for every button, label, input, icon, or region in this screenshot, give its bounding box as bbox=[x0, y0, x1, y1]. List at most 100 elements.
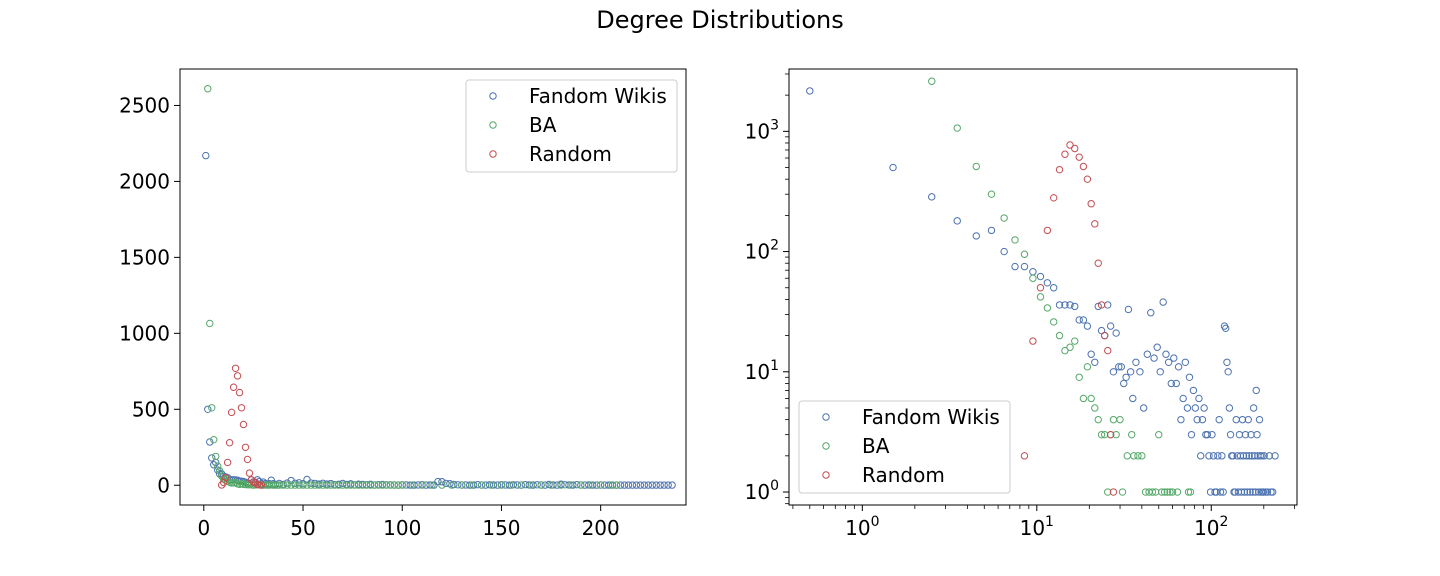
data-point bbox=[972, 232, 980, 240]
data-point bbox=[283, 481, 291, 489]
data-point bbox=[1043, 304, 1052, 312]
data-point bbox=[1147, 309, 1155, 317]
data-point bbox=[335, 481, 343, 489]
legend-label: BA bbox=[862, 434, 890, 458]
data-point bbox=[354, 481, 363, 489]
data-point bbox=[1237, 488, 1246, 496]
data-point bbox=[1206, 488, 1215, 496]
data-point bbox=[1249, 488, 1257, 496]
data-point bbox=[283, 479, 291, 487]
data-point bbox=[1126, 368, 1135, 376]
data-point bbox=[279, 481, 287, 489]
series-ba bbox=[204, 85, 621, 489]
data-point bbox=[1061, 150, 1069, 158]
data-point bbox=[374, 481, 383, 489]
data-point bbox=[1029, 274, 1037, 282]
data-point bbox=[1163, 488, 1172, 496]
data-point bbox=[466, 481, 474, 489]
legend-marker bbox=[822, 413, 830, 421]
y-tick-label: 0 bbox=[157, 473, 170, 497]
legend-label: Random bbox=[529, 142, 612, 166]
data-point bbox=[1246, 488, 1254, 496]
data-point bbox=[1109, 368, 1118, 376]
data-point bbox=[428, 481, 436, 489]
data-point bbox=[1225, 404, 1234, 412]
data-point bbox=[1209, 452, 1218, 460]
data-point bbox=[640, 481, 649, 489]
data-point bbox=[652, 481, 660, 489]
data-point bbox=[287, 481, 295, 489]
data-point bbox=[928, 193, 936, 201]
data-point bbox=[1168, 488, 1177, 496]
data-point bbox=[1020, 452, 1029, 460]
data-point bbox=[1191, 404, 1200, 412]
data-point bbox=[1269, 488, 1277, 496]
data-point bbox=[1223, 358, 1231, 366]
data-point bbox=[1043, 226, 1052, 235]
y-tick-label: 101 bbox=[745, 358, 779, 384]
data-point bbox=[319, 481, 327, 489]
data-point bbox=[1104, 488, 1112, 496]
data-point bbox=[1029, 337, 1037, 345]
legend-marker bbox=[822, 442, 830, 450]
data-point bbox=[212, 452, 220, 461]
data-point bbox=[636, 481, 645, 489]
data-point bbox=[204, 85, 212, 93]
data-point bbox=[1252, 386, 1260, 395]
legend-label: Random bbox=[862, 463, 945, 487]
data-point bbox=[1193, 415, 1201, 424]
data-point bbox=[1195, 394, 1203, 403]
data-point bbox=[1094, 302, 1102, 311]
data-point bbox=[390, 481, 399, 489]
data-point bbox=[660, 481, 668, 489]
data-point bbox=[410, 481, 418, 489]
data-point bbox=[241, 443, 250, 451]
data-point bbox=[307, 479, 315, 487]
data-point bbox=[928, 77, 936, 85]
data-point bbox=[1011, 236, 1019, 244]
data-point bbox=[1253, 430, 1261, 439]
data-point bbox=[295, 481, 303, 489]
data-point bbox=[1255, 488, 1263, 496]
data-point bbox=[632, 481, 641, 489]
data-point bbox=[1218, 452, 1226, 460]
data-point bbox=[1120, 379, 1128, 388]
data-point bbox=[1167, 379, 1175, 388]
data-point bbox=[569, 481, 577, 489]
data-point bbox=[1000, 214, 1008, 222]
data-point bbox=[219, 478, 228, 487]
data-point bbox=[1215, 415, 1223, 424]
data-point bbox=[438, 478, 446, 486]
data-point bbox=[1197, 452, 1205, 460]
data-point bbox=[327, 481, 335, 489]
data-point bbox=[1174, 363, 1183, 371]
data-point bbox=[1079, 162, 1088, 171]
data-point bbox=[366, 481, 375, 489]
x-tick-label: 102 bbox=[1194, 514, 1228, 540]
data-point bbox=[291, 481, 299, 489]
data-point bbox=[1061, 301, 1069, 309]
legend-marker bbox=[489, 92, 497, 100]
data-point bbox=[438, 481, 446, 489]
data-point bbox=[458, 481, 466, 489]
y-tick-label: 100 bbox=[745, 478, 779, 504]
data-point bbox=[1208, 430, 1216, 439]
data-point bbox=[1087, 394, 1095, 403]
data-point bbox=[1118, 488, 1127, 496]
data-point bbox=[202, 151, 210, 160]
data-point bbox=[529, 481, 537, 489]
data-point bbox=[204, 405, 212, 413]
data-point bbox=[1075, 153, 1083, 161]
x-tick-label: 0 bbox=[197, 516, 210, 540]
data-point bbox=[206, 438, 214, 446]
data-point bbox=[358, 481, 367, 489]
data-point bbox=[1071, 337, 1079, 345]
y-tick-label: 500 bbox=[132, 397, 170, 421]
data-point bbox=[1129, 394, 1137, 403]
data-point bbox=[1128, 430, 1136, 439]
data-point bbox=[406, 481, 414, 489]
legend-label: Fandom Wikis bbox=[529, 84, 667, 108]
data-point bbox=[1140, 404, 1148, 412]
data-point bbox=[664, 481, 672, 489]
data-point bbox=[1189, 386, 1198, 395]
